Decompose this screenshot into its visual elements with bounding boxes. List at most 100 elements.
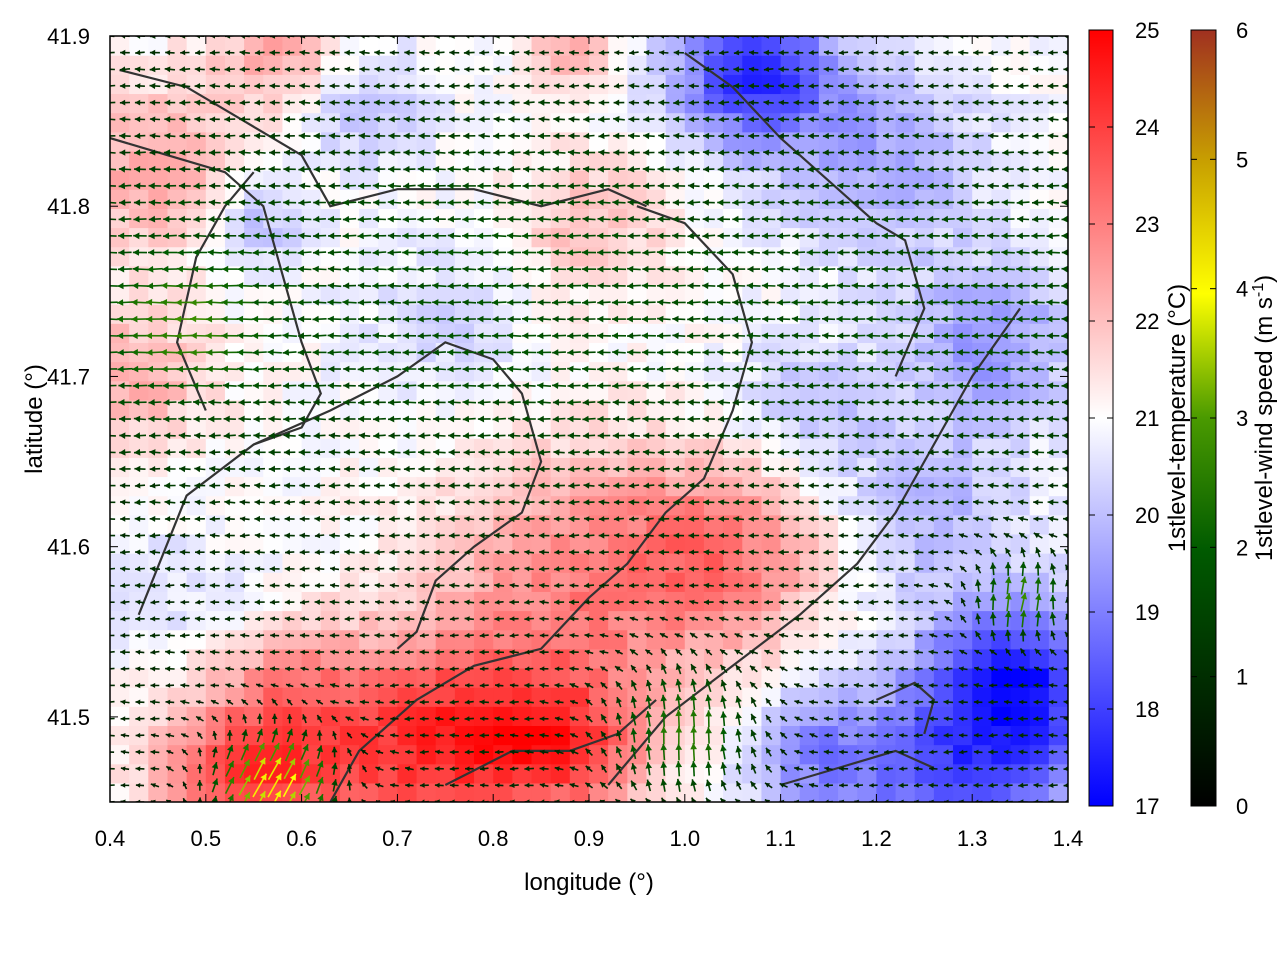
heatmap-cell bbox=[454, 495, 475, 516]
heatmap-cell bbox=[167, 667, 188, 688]
heatmap-cell bbox=[129, 112, 149, 133]
heatmap-cell bbox=[339, 667, 360, 688]
heatmap-cell bbox=[550, 380, 571, 401]
heatmap-cell bbox=[876, 112, 897, 133]
heatmap-cell bbox=[550, 419, 571, 439]
heatmap-cell bbox=[454, 36, 475, 56]
heatmap-cell bbox=[665, 725, 686, 746]
heatmap-cell bbox=[608, 648, 628, 669]
heatmap-cell bbox=[589, 667, 609, 688]
heatmap-cell bbox=[895, 74, 916, 95]
heatmap-cell bbox=[703, 495, 724, 516]
heatmap-cell bbox=[512, 591, 533, 612]
heatmap-cell bbox=[646, 304, 667, 324]
heatmap-cell bbox=[493, 706, 513, 726]
heatmap-cell bbox=[416, 380, 437, 401]
heatmap-cell bbox=[665, 457, 686, 478]
heatmap-cell bbox=[148, 150, 169, 171]
heatmap-cell bbox=[953, 572, 973, 592]
heatmap-cell bbox=[723, 533, 743, 554]
heatmap-cell bbox=[512, 629, 533, 650]
heatmap-cell bbox=[110, 725, 130, 746]
heatmap-cell bbox=[129, 763, 149, 784]
heatmap-cell bbox=[780, 744, 801, 765]
heatmap-cell bbox=[416, 112, 437, 133]
heatmap-cell bbox=[684, 74, 705, 95]
heatmap-cell bbox=[512, 706, 533, 726]
heatmap-cell bbox=[608, 744, 628, 765]
heatmap-cell bbox=[263, 150, 284, 171]
heatmap-cell bbox=[320, 170, 341, 190]
heatmap-cell bbox=[876, 438, 897, 458]
heatmap-cell bbox=[684, 533, 705, 554]
heatmap-cell bbox=[665, 323, 686, 343]
heatmap-cell bbox=[339, 763, 360, 784]
heatmap-cell bbox=[167, 399, 188, 420]
heatmap-cell bbox=[723, 610, 743, 631]
heatmap-cell bbox=[684, 629, 705, 650]
heatmap-cell bbox=[435, 323, 456, 343]
heatmap-cell bbox=[550, 131, 571, 152]
heatmap-cell bbox=[129, 629, 149, 650]
heatmap-cell bbox=[454, 227, 475, 248]
heatmap-cell bbox=[110, 93, 130, 114]
heatmap-cell bbox=[761, 304, 782, 324]
heatmap-cell bbox=[895, 553, 916, 573]
heatmap-cell bbox=[569, 150, 590, 171]
heatmap-cell bbox=[110, 610, 130, 631]
heatmap-cell bbox=[895, 514, 916, 535]
heatmap-cell bbox=[569, 629, 590, 650]
heatmap-cell bbox=[550, 457, 571, 478]
heatmap-cell bbox=[761, 687, 782, 707]
heatmap-cell bbox=[205, 323, 226, 343]
heatmap-cell bbox=[493, 74, 513, 95]
heatmap-cell bbox=[167, 227, 188, 248]
heatmap-cell bbox=[493, 438, 513, 458]
heatmap-cell bbox=[129, 667, 149, 688]
heatmap-cell bbox=[339, 495, 360, 516]
heatmap-cell bbox=[282, 227, 303, 248]
heatmap-cell bbox=[301, 687, 322, 707]
heatmap-cell bbox=[205, 74, 226, 95]
heatmap-cell bbox=[857, 629, 877, 650]
heatmap-cell bbox=[589, 246, 609, 267]
heatmap-cell bbox=[972, 553, 992, 573]
heatmap-cell bbox=[895, 457, 916, 478]
heatmap-cell bbox=[301, 610, 322, 631]
heatmap-cell bbox=[512, 93, 533, 114]
heatmap-cell bbox=[933, 629, 954, 650]
heatmap-cell bbox=[972, 591, 992, 612]
heatmap-cell bbox=[895, 380, 916, 401]
heatmap-cell bbox=[110, 170, 130, 190]
heatmap-cell bbox=[646, 208, 667, 229]
heatmap-cell bbox=[186, 687, 207, 707]
heatmap-cell bbox=[167, 744, 188, 765]
heatmap-cell bbox=[531, 323, 552, 343]
heatmap-cell bbox=[416, 55, 437, 75]
heatmap-cell bbox=[991, 361, 1012, 382]
heatmap-cell bbox=[205, 304, 226, 324]
heatmap-cell bbox=[895, 610, 916, 631]
heatmap-cell bbox=[512, 74, 533, 95]
heatmap-cell bbox=[627, 687, 648, 707]
heatmap-cell bbox=[895, 150, 916, 171]
heatmap-cell bbox=[1010, 495, 1031, 516]
heatmap-cell bbox=[895, 591, 916, 612]
heatmap-cell bbox=[110, 763, 130, 784]
heatmap-cell bbox=[512, 170, 533, 190]
heatmap-cell bbox=[378, 227, 398, 248]
heatmap-cell bbox=[933, 533, 954, 554]
heatmap-cell bbox=[205, 763, 226, 784]
heatmap-cell bbox=[224, 284, 245, 305]
heatmap-cell bbox=[224, 572, 245, 592]
heatmap-cell bbox=[110, 284, 130, 305]
heatmap-cell bbox=[914, 629, 935, 650]
heatmap-cell bbox=[339, 438, 360, 458]
heatmap-cell bbox=[761, 150, 782, 171]
heatmap-cell bbox=[244, 304, 264, 324]
heatmap-cell bbox=[991, 304, 1012, 324]
heatmap-cell bbox=[435, 208, 456, 229]
heatmap-cell bbox=[799, 74, 820, 95]
heatmap-cell bbox=[167, 457, 188, 478]
heatmap-cell bbox=[378, 495, 398, 516]
